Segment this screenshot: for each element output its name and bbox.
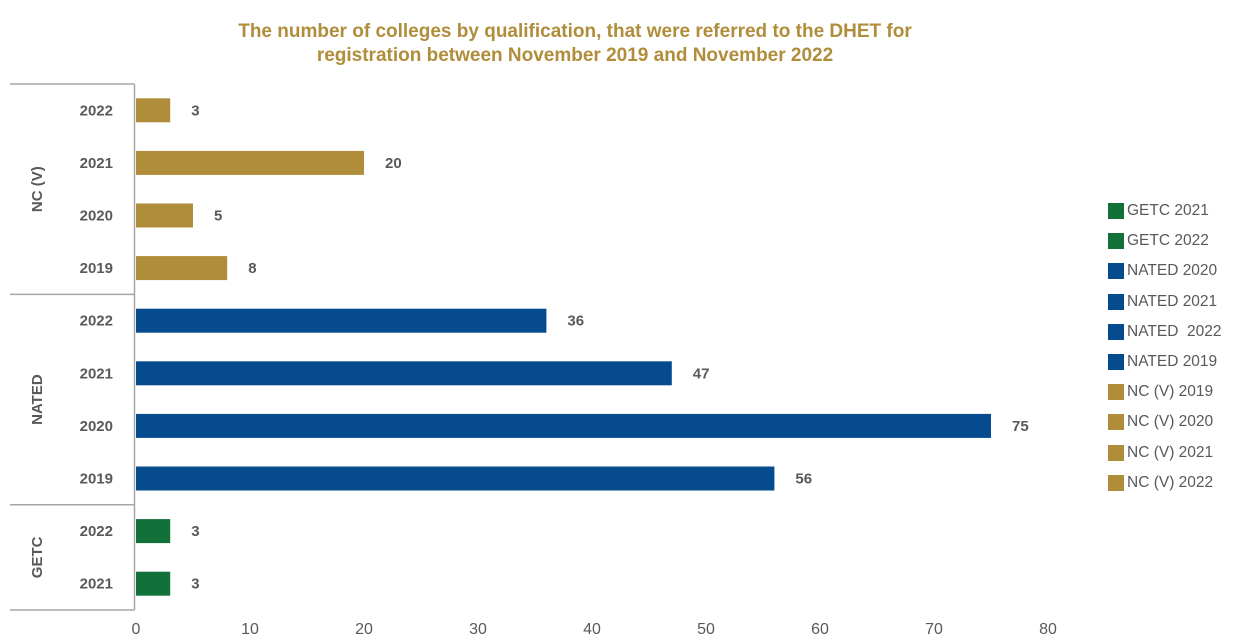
legend-swatch (1108, 323, 1124, 340)
chart-title-line-1: The number of colleges by qualification,… (238, 21, 912, 42)
legend-entry: NC (V) 2021 (1108, 438, 1221, 468)
data-label: 3 (191, 102, 199, 119)
bar (136, 413, 991, 438)
legend-entry: NC (V) 2022 (1108, 468, 1221, 498)
chart-legend: GETC 2021 GETC 2022 NATED 2020 NATED 2021 NA… (1108, 196, 1221, 498)
legend-label: NATED 2021 (1127, 292, 1218, 310)
category-label-year: 2022 (80, 313, 113, 330)
category-label-year: 2020 (80, 207, 113, 224)
category-label-year: 2022 (80, 523, 113, 540)
legend-swatch (1108, 263, 1124, 280)
group-label: NATED (29, 374, 46, 425)
x-tick-label: 50 (697, 621, 715, 638)
bar (136, 361, 672, 386)
bar (136, 519, 171, 544)
legend-entry: NATED 2019 (1108, 347, 1221, 377)
data-label: 20 (385, 155, 402, 172)
data-label: 75 (1012, 418, 1029, 435)
legend-entry: NATED 2021 (1108, 287, 1221, 317)
data-label: 5 (214, 207, 222, 224)
legend-swatch (1108, 444, 1124, 461)
x-tick-label: 80 (1039, 621, 1057, 638)
bar (136, 308, 547, 333)
group-label: GETC (29, 536, 46, 578)
legend-label: NATED 2019 (1127, 353, 1218, 371)
legend-entry: NATED 2020 (1108, 256, 1221, 286)
legend-label: NC (V) 2021 (1127, 443, 1214, 461)
legend-entry: GETC 2021 (1108, 196, 1221, 226)
legend-swatch (1108, 233, 1124, 250)
legend-entry: NC (V) 2020 (1108, 407, 1221, 437)
category-label-year: 2022 (80, 102, 113, 119)
legend-label: NC (V) 2022 (1127, 473, 1214, 491)
legend-entry: NC (V) 2019 (1108, 377, 1221, 407)
bar (136, 466, 775, 491)
legend-label: NATED 2020 (1127, 262, 1218, 280)
legend-entry: GETC 2022 (1108, 226, 1221, 256)
chart-title: The number of colleges by qualification,… (150, 20, 1000, 68)
data-label: 36 (567, 313, 584, 330)
legend-swatch (1108, 203, 1124, 220)
group-label: NC (V) (29, 166, 46, 212)
x-tick-label: 30 (469, 621, 487, 638)
x-tick-label: 0 (132, 621, 141, 638)
bar (136, 98, 171, 123)
category-label-year: 2021 (80, 155, 113, 172)
legend-label: GETC 2021 (1127, 202, 1209, 220)
legend-entry: NATED 2022 (1108, 317, 1221, 347)
legend-swatch (1108, 414, 1124, 431)
legend-swatch (1108, 354, 1124, 371)
x-tick-label: 10 (241, 621, 259, 638)
data-label: 56 (795, 470, 812, 487)
category-label-year: 2021 (80, 576, 113, 593)
data-label: 8 (248, 260, 256, 277)
legend-swatch (1108, 384, 1124, 401)
category-label-year: 2021 (80, 365, 113, 382)
legend-label: GETC 2022 (1127, 232, 1209, 250)
bar (136, 203, 193, 228)
legend-label: NC (V) 2020 (1127, 413, 1214, 431)
bar (136, 150, 364, 175)
legend-label: NATED 2022 (1127, 322, 1222, 340)
bar (136, 571, 171, 596)
category-label-year: 2019 (80, 260, 113, 277)
category-label-year: 2019 (80, 470, 113, 487)
bar (136, 256, 228, 281)
legend-swatch (1108, 474, 1124, 491)
chart-title-line-2: registration between November 2019 and N… (316, 45, 834, 66)
data-label: 47 (693, 365, 710, 382)
data-label: 3 (191, 523, 199, 540)
data-label: 3 (191, 576, 199, 593)
x-tick-label: 40 (583, 621, 601, 638)
x-tick-label: 20 (355, 621, 373, 638)
legend-swatch (1108, 293, 1124, 310)
category-label-year: 2020 (80, 418, 113, 435)
x-tick-label: 60 (811, 621, 829, 638)
legend-label: NC (V) 2019 (1127, 383, 1214, 401)
x-tick-label: 70 (925, 621, 943, 638)
